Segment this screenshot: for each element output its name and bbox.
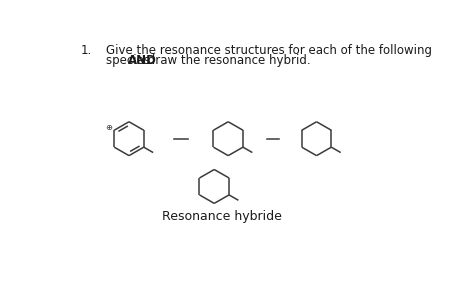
Text: Resonance hybride: Resonance hybride	[162, 210, 282, 223]
Text: species: species	[106, 54, 154, 67]
Text: Give the resonance structures for each of the following: Give the resonance structures for each o…	[106, 44, 432, 57]
Text: ⊕: ⊕	[105, 123, 112, 132]
Text: draw the resonance hybrid.: draw the resonance hybrid.	[145, 54, 311, 67]
Text: AND: AND	[128, 54, 156, 67]
Text: 1.: 1.	[81, 44, 92, 57]
